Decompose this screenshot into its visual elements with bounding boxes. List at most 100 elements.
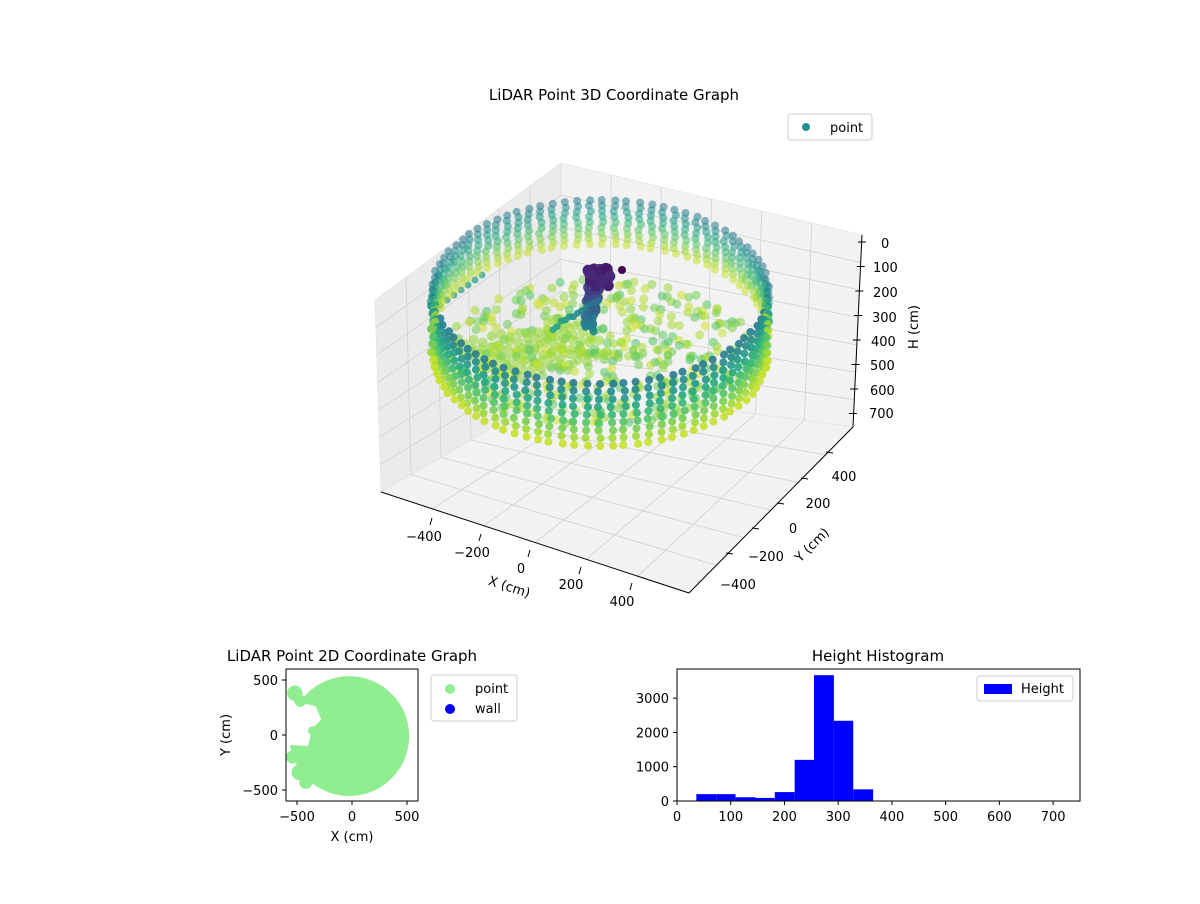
- data-point: [479, 370, 488, 379]
- data-point: [679, 429, 688, 438]
- data-point: [472, 404, 481, 413]
- data-point: [678, 414, 687, 423]
- data-point: [763, 349, 772, 358]
- data-point: [728, 392, 736, 400]
- data-point: [678, 367, 687, 376]
- data-point: [457, 354, 466, 363]
- x-tick-label: 400: [610, 595, 635, 610]
- data-point: [511, 367, 520, 376]
- data-point: [650, 326, 660, 336]
- data-point: [433, 369, 441, 378]
- grid-line: [410, 474, 717, 566]
- data-point: [525, 345, 535, 355]
- data-point: [701, 391, 710, 400]
- data-point: [582, 410, 591, 419]
- data-point: [491, 421, 500, 430]
- data-point: [644, 383, 653, 392]
- data-point: [648, 336, 658, 346]
- data-point: [558, 400, 567, 409]
- data-point: [544, 349, 554, 359]
- histogram-bar: [716, 794, 736, 801]
- data-point: [501, 387, 510, 395]
- data-point: [450, 356, 459, 365]
- data-point: [596, 434, 605, 443]
- data-point: [669, 371, 678, 379]
- legend-label-point: point: [475, 682, 508, 697]
- data-point: [680, 406, 689, 415]
- data-point: [631, 352, 641, 362]
- data-point: [472, 388, 481, 397]
- data-point: [599, 305, 608, 315]
- data-point: [585, 369, 594, 379]
- data-point: [544, 437, 553, 446]
- data-point: [619, 441, 628, 449]
- data-point: [583, 361, 593, 371]
- data-point: [728, 384, 737, 393]
- x-tick-label: 0: [673, 810, 681, 825]
- data-point: [669, 409, 678, 418]
- data-point: [558, 424, 567, 433]
- data-point: [516, 296, 526, 306]
- data-point: [569, 425, 578, 434]
- data-point: [560, 242, 568, 251]
- data-point: [471, 350, 480, 359]
- data-point: [558, 439, 567, 448]
- histogram-bar: [755, 797, 775, 801]
- data-point: [499, 394, 508, 403]
- data-point: [636, 242, 645, 251]
- data-point: [666, 312, 676, 322]
- data-point: [494, 294, 504, 304]
- data-point: [646, 244, 655, 253]
- data-point: [645, 422, 654, 431]
- data-point: [734, 339, 743, 348]
- data-point: [620, 386, 629, 395]
- data-point: [709, 386, 718, 395]
- data-point: [522, 378, 531, 387]
- data-point: [510, 382, 519, 391]
- data-point: [544, 430, 553, 438]
- data-point: [440, 383, 449, 391]
- x-axis-label: X (cm): [331, 830, 374, 845]
- data-point: [690, 312, 700, 322]
- data-point: [521, 417, 530, 426]
- data-point: [729, 275, 738, 284]
- data-point: [570, 409, 579, 418]
- data-point: [501, 371, 509, 380]
- data-point: [658, 330, 668, 340]
- point-blob: [308, 726, 317, 735]
- data-point: [490, 390, 499, 399]
- data-point: [457, 339, 465, 348]
- data-point: [533, 404, 542, 413]
- data-point: [512, 390, 521, 399]
- data-point: [533, 396, 542, 405]
- x-tick-label: 200: [559, 578, 584, 593]
- data-point: [605, 331, 615, 341]
- data-point: [533, 412, 542, 421]
- legend-marker-point: [445, 684, 455, 694]
- data-point: [657, 420, 666, 429]
- data-point: [619, 417, 628, 426]
- x-tick-label: 300: [826, 810, 851, 825]
- y-tick-labels: 400 200 0 −200 −400: [720, 470, 856, 593]
- data-point: [509, 375, 518, 384]
- data-point: [503, 255, 512, 264]
- data-point: [720, 350, 728, 359]
- data-point: [555, 302, 565, 312]
- data-point: [511, 345, 521, 355]
- data-point: [632, 408, 641, 417]
- data-point: [468, 334, 479, 345]
- chart-2d-y-ticks: [282, 679, 286, 791]
- data-point: [653, 316, 663, 326]
- data-point: [746, 328, 755, 336]
- data-point: [471, 365, 480, 374]
- data-point: [674, 321, 684, 330]
- y-tick-label: −200: [748, 550, 784, 565]
- data-point: [709, 394, 718, 403]
- y-tick: [825, 451, 834, 454]
- data-point: [727, 399, 736, 408]
- data-point: [633, 393, 642, 402]
- z-tick-labels: 0 100 200 300 400 500 600 700: [869, 237, 898, 422]
- data-point: [711, 321, 721, 331]
- data-point: [710, 378, 719, 387]
